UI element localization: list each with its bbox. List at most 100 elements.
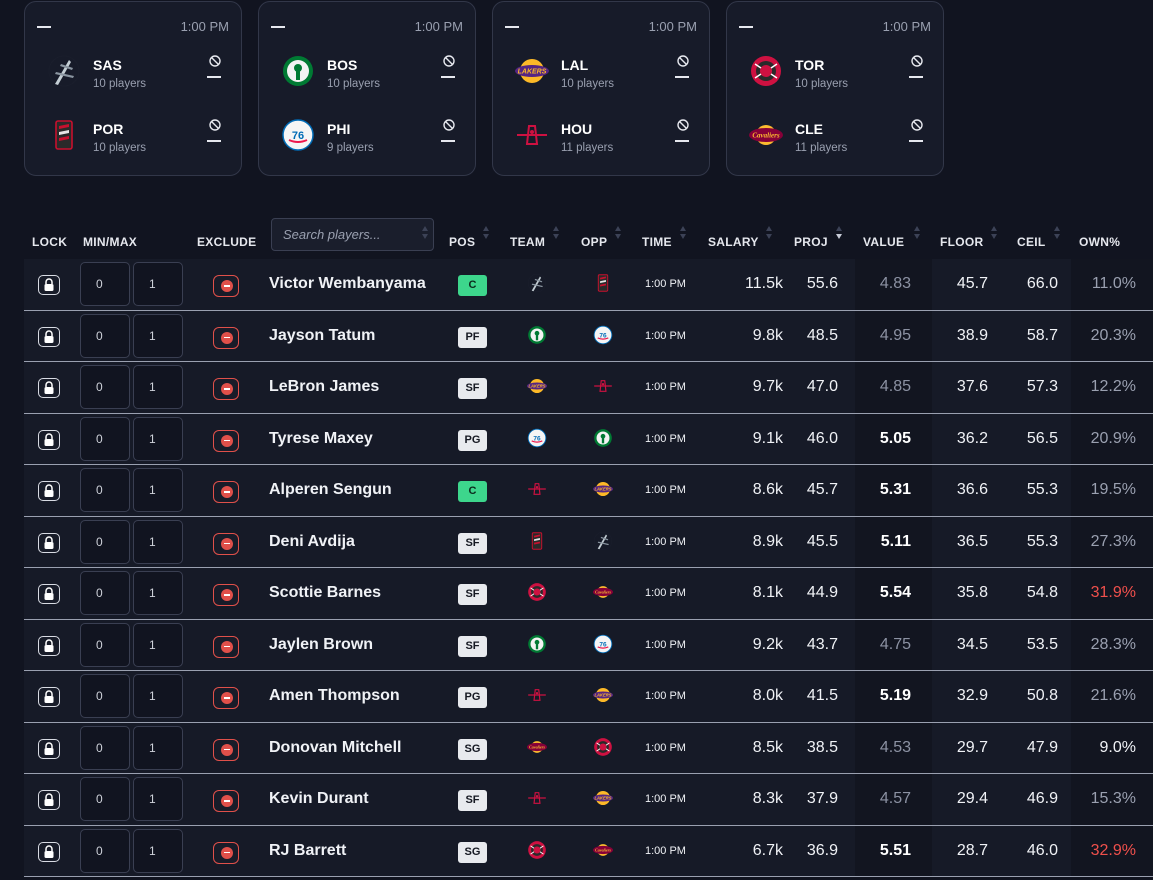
min-exposure-input[interactable]: 0 — [80, 571, 130, 615]
proj-sort-icon[interactable] — [836, 226, 844, 242]
table-row[interactable]: 0 1 Deni Avdija SF 1:00 PM 8.9k 45.5 5.1… — [24, 516, 1153, 568]
minus-icon[interactable] — [207, 140, 221, 142]
min-exposure-input[interactable]: 0 — [80, 365, 130, 409]
collapse-icon[interactable] — [505, 26, 519, 28]
col-ceil[interactable]: CEIL — [1017, 235, 1046, 249]
search-sort-icon[interactable] — [422, 226, 430, 242]
max-exposure-input[interactable]: 1 — [133, 313, 183, 358]
min-exposure-input[interactable]: 0 — [80, 674, 130, 718]
player-name[interactable]: Victor Wembanyama — [269, 275, 426, 292]
minus-icon[interactable] — [441, 140, 455, 142]
table-row[interactable]: 0 1 Scottie Barnes SF Cavaliers 1:00 PM … — [24, 568, 1153, 620]
ceil-sort-icon[interactable] — [1054, 226, 1062, 242]
exclude-team-icon[interactable] — [207, 117, 223, 133]
exclude-button[interactable] — [213, 378, 239, 400]
col-floor[interactable]: FLOOR — [940, 235, 984, 249]
exclude-button[interactable] — [213, 687, 239, 709]
lock-button[interactable] — [38, 790, 60, 810]
exclude-button[interactable] — [213, 429, 239, 452]
max-exposure-input[interactable]: 1 — [133, 828, 183, 873]
lock-button[interactable] — [38, 275, 60, 295]
minus-icon[interactable] — [909, 76, 923, 78]
col-team[interactable]: TEAM — [510, 235, 546, 249]
max-exposure-input[interactable]: 1 — [133, 262, 183, 306]
lock-button[interactable] — [38, 841, 60, 862]
min-exposure-input[interactable]: 0 — [80, 828, 130, 873]
game-card[interactable]: 1:00 PM BOS 10 players 76 PHI 9 players — [258, 1, 476, 176]
max-exposure-input[interactable]: 1 — [133, 725, 183, 770]
search-input[interactable] — [271, 218, 434, 251]
lock-button[interactable] — [38, 738, 60, 759]
table-row[interactable]: 0 1 LeBron James SF LAKERS 1:00 PM 9.7k … — [24, 362, 1153, 414]
col-proj[interactable]: PROJ — [794, 235, 828, 249]
player-name[interactable]: RJ Barrett — [269, 841, 347, 859]
minus-icon[interactable] — [675, 140, 689, 142]
exclude-button[interactable] — [213, 841, 239, 864]
lock-button[interactable] — [38, 481, 60, 501]
min-exposure-input[interactable]: 0 — [80, 777, 130, 821]
lock-button[interactable] — [38, 584, 60, 604]
exclude-button[interactable] — [213, 275, 239, 297]
max-exposure-input[interactable]: 1 — [133, 622, 183, 667]
player-name[interactable]: Deni Avdija — [269, 532, 355, 550]
player-name[interactable]: Tyrese Maxey — [269, 429, 373, 447]
table-row[interactable]: 0 1 Jaylen Brown SF 76 1:00 PM 9.2k 43.7… — [24, 619, 1153, 671]
col-pos[interactable]: POS — [449, 235, 476, 249]
player-name[interactable]: LeBron James — [269, 378, 380, 395]
min-exposure-input[interactable]: 0 — [80, 416, 130, 461]
pos-sort-icon[interactable] — [483, 226, 491, 242]
min-exposure-input[interactable]: 0 — [80, 725, 130, 770]
max-exposure-input[interactable]: 1 — [133, 674, 183, 718]
game-card[interactable]: 1:00 PM SAS 10 players POR 10 players — [24, 1, 242, 176]
exclude-button[interactable] — [213, 481, 239, 503]
exclude-team-icon[interactable] — [909, 117, 925, 133]
team-sort-icon[interactable] — [553, 226, 561, 242]
max-exposure-input[interactable]: 1 — [133, 777, 183, 821]
table-row[interactable]: 0 1 Amen Thompson PG LAKERS 1:00 PM 8.0k… — [24, 671, 1153, 723]
exclude-team-icon[interactable] — [441, 117, 457, 133]
table-row[interactable]: 0 1 Alperen Sengun C LAKERS 1:00 PM 8.6k… — [24, 465, 1153, 517]
min-exposure-input[interactable]: 0 — [80, 519, 130, 564]
game-card[interactable]: 1:00 PM LAKERS LAL 10 players HOU 11 pla… — [492, 1, 710, 176]
max-exposure-input[interactable]: 1 — [133, 519, 183, 564]
minus-icon[interactable] — [441, 76, 455, 78]
exclude-button[interactable] — [213, 326, 239, 349]
collapse-icon[interactable] — [37, 26, 51, 28]
lock-button[interactable] — [38, 429, 60, 450]
table-row[interactable]: 0 1 Victor Wembanyama C 1:00 PM 11.5k 55… — [24, 259, 1153, 311]
table-row[interactable]: 0 1 Kevin Durant SF LAKERS 1:00 PM 8.3k … — [24, 774, 1153, 826]
min-exposure-input[interactable]: 0 — [80, 622, 130, 667]
player-name[interactable]: Jaylen Brown — [269, 635, 374, 653]
game-card[interactable]: 1:00 PM TOR 10 players Cavaliers CLE 11 … — [726, 1, 944, 176]
lock-button[interactable] — [38, 687, 60, 707]
exclude-button[interactable] — [213, 584, 239, 606]
minus-icon[interactable] — [909, 140, 923, 142]
col-time[interactable]: TIME — [642, 235, 672, 249]
player-name[interactable]: Kevin Durant — [269, 790, 369, 807]
exclude-team-icon[interactable] — [207, 53, 223, 69]
exclude-team-icon[interactable] — [675, 53, 691, 69]
exclude-team-icon[interactable] — [441, 53, 457, 69]
minus-icon[interactable] — [675, 76, 689, 78]
collapse-icon[interactable] — [739, 26, 753, 28]
col-opp[interactable]: OPP — [581, 235, 608, 249]
salary-sort-icon[interactable] — [766, 226, 774, 242]
max-exposure-input[interactable]: 1 — [133, 571, 183, 615]
minus-icon[interactable] — [207, 76, 221, 78]
exclude-button[interactable] — [213, 532, 239, 555]
lock-button[interactable] — [38, 378, 60, 398]
exclude-button[interactable] — [213, 790, 239, 812]
floor-sort-icon[interactable] — [991, 226, 999, 242]
min-exposure-input[interactable]: 0 — [80, 262, 130, 306]
min-exposure-input[interactable]: 0 — [80, 313, 130, 358]
lock-button[interactable] — [38, 532, 60, 553]
exclude-team-icon[interactable] — [909, 53, 925, 69]
exclude-button[interactable] — [213, 635, 239, 658]
player-name[interactable]: Scottie Barnes — [269, 584, 382, 601]
lock-button[interactable] — [38, 635, 60, 656]
max-exposure-input[interactable]: 1 — [133, 365, 183, 409]
table-row[interactable]: 0 1 Jayson Tatum PF 76 1:00 PM 9.8k 48.5… — [24, 310, 1153, 362]
player-name[interactable]: Alperen Sengun — [269, 481, 392, 498]
min-exposure-input[interactable]: 0 — [80, 468, 130, 512]
time-sort-icon[interactable] — [680, 226, 688, 242]
